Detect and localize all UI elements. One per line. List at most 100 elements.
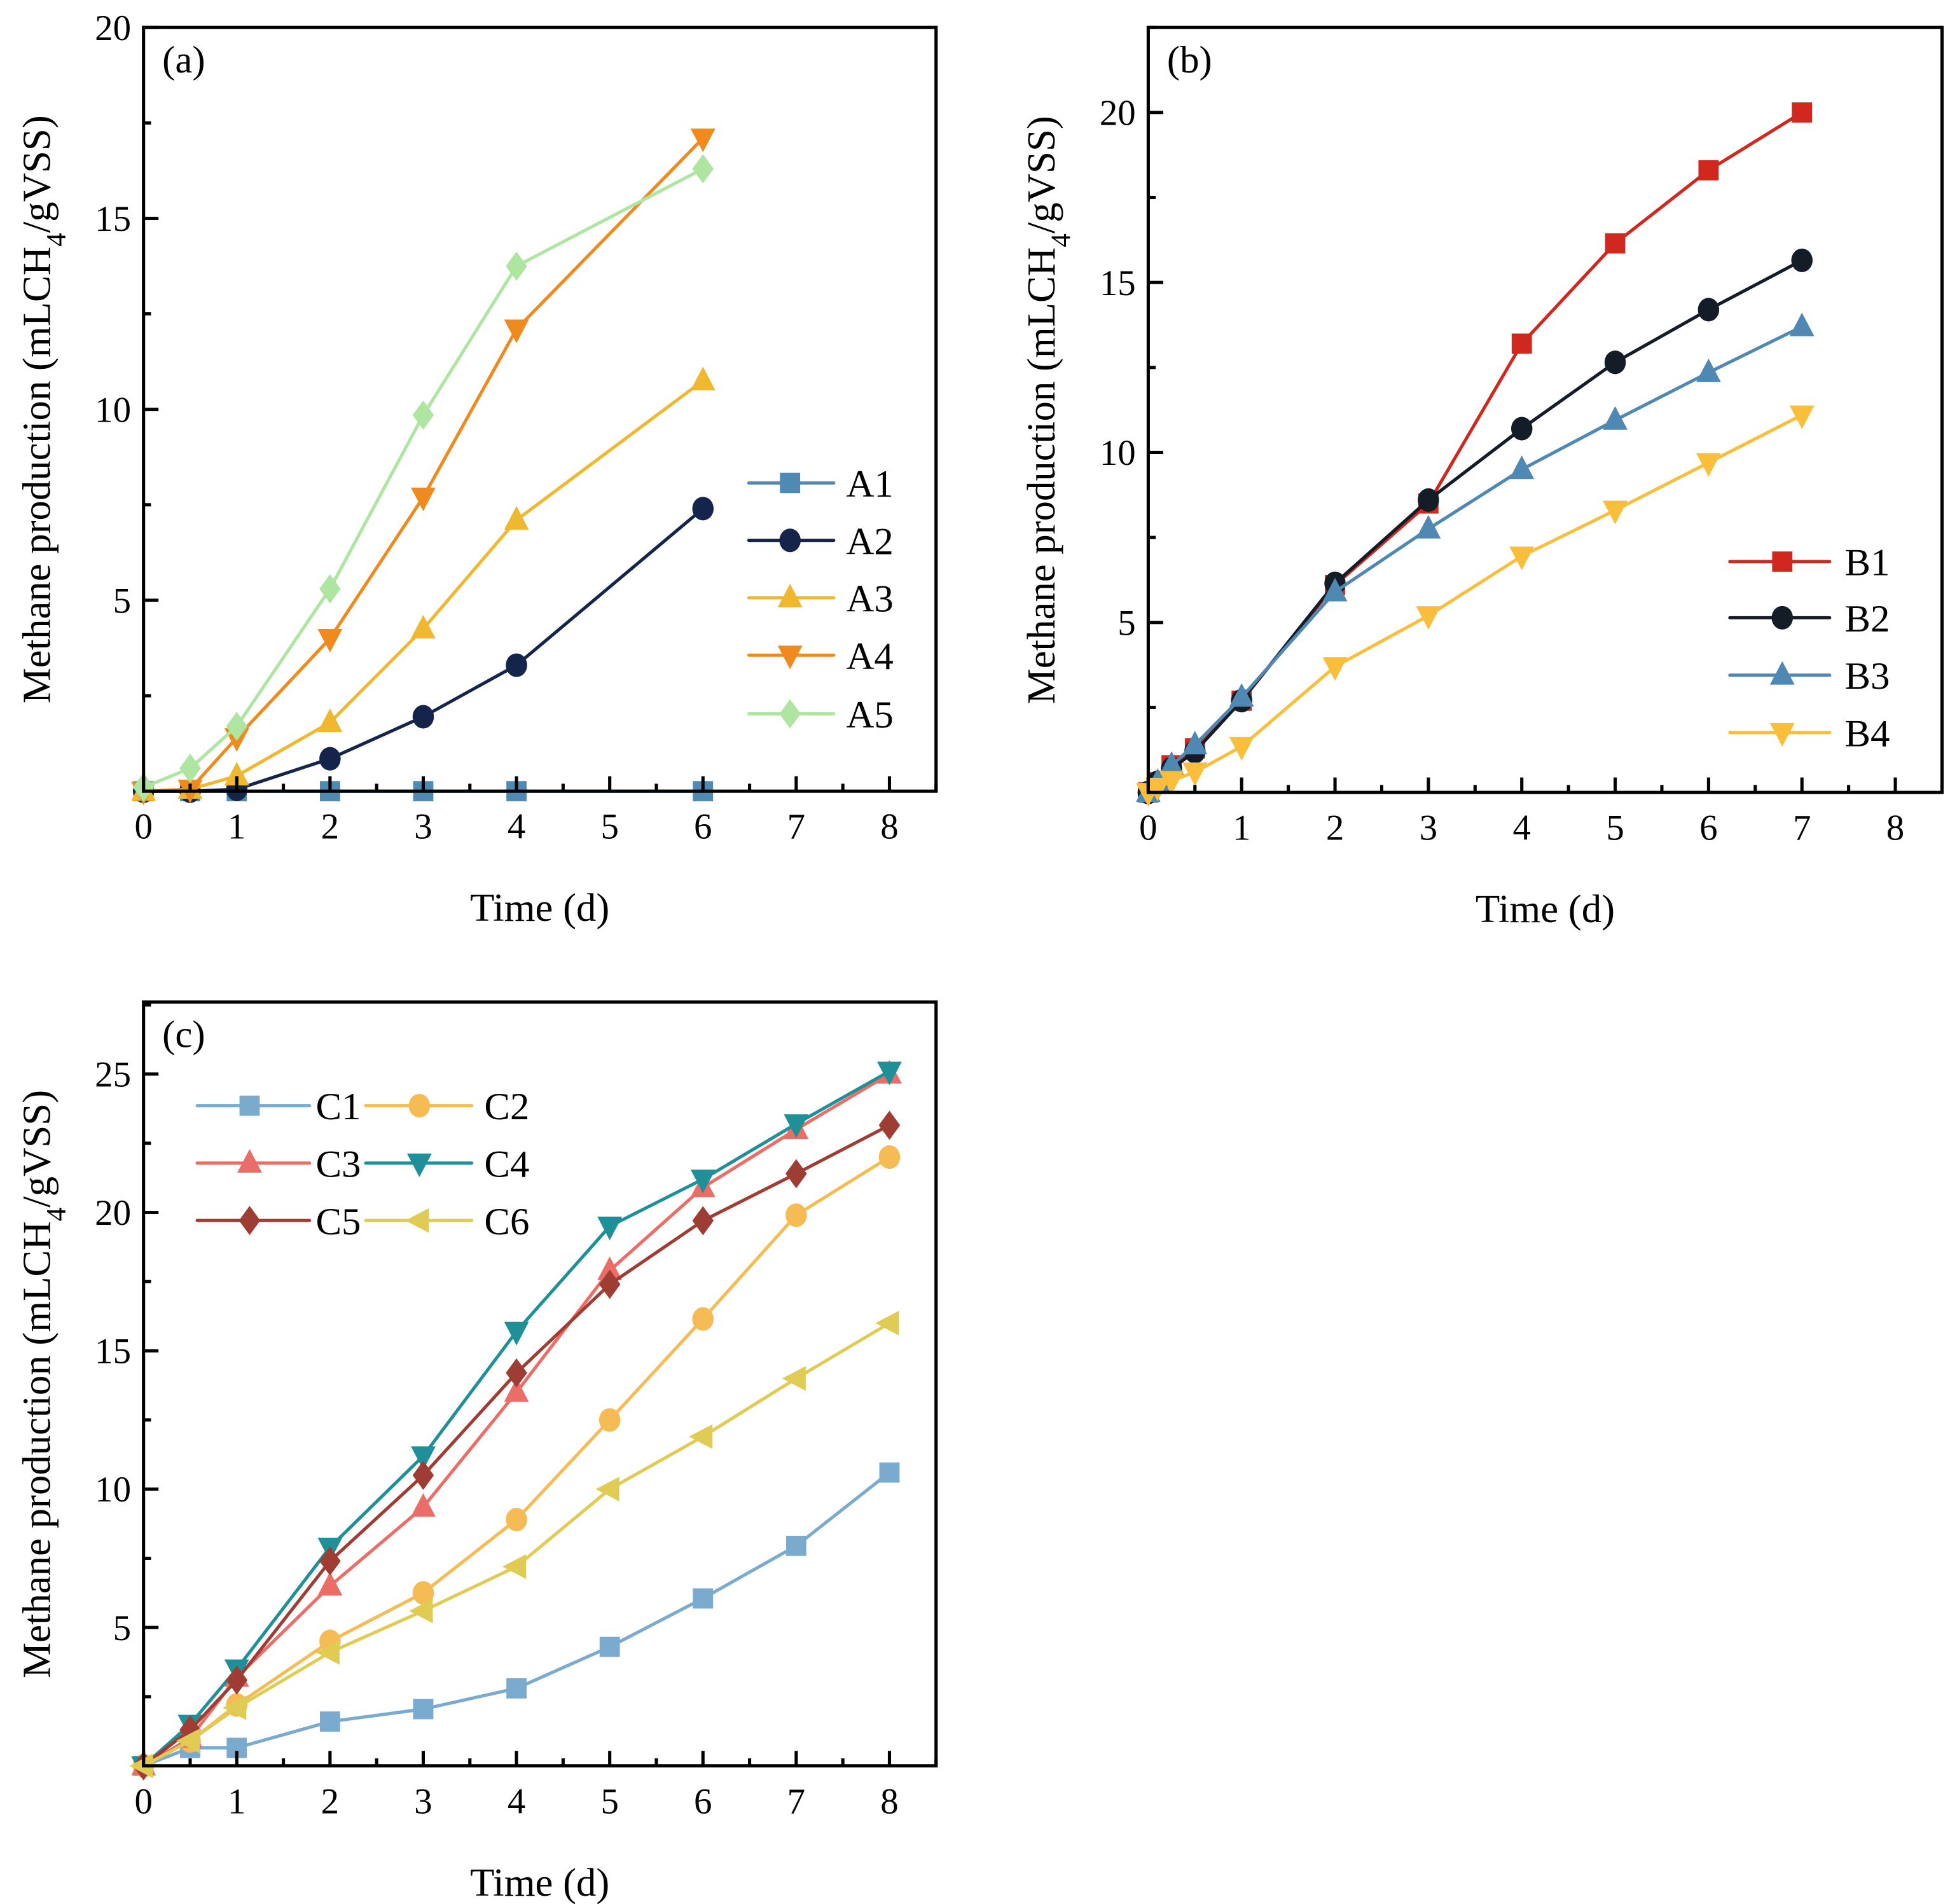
data-point-A4 (411, 487, 436, 511)
plot-frame (142, 1000, 938, 1768)
x-tick-label: 0 (134, 1781, 152, 1821)
legend-label: C6 (484, 1201, 529, 1243)
legend-marker-square-icon (780, 473, 801, 493)
y-axis-title-part: /gVSS) (14, 115, 59, 233)
data-point-C1 (506, 1678, 527, 1699)
legend-marker-triangle-up-icon (777, 583, 803, 607)
data-point-C4 (411, 1446, 436, 1470)
x-tick-label: 5 (600, 1781, 618, 1821)
legend-marker-triangle-up-icon (237, 1149, 262, 1173)
data-point-C6 (595, 1477, 619, 1502)
series-C6 (129, 1311, 899, 1779)
legend-marker-triangle-left-icon (405, 1208, 429, 1233)
data-point-A3 (690, 366, 716, 390)
data-point-C2 (506, 1507, 527, 1532)
x-tick-label: 1 (228, 807, 245, 847)
data-point-C2 (598, 1408, 621, 1432)
y-axis-title-part: Methane production (mLCH (14, 1221, 59, 1678)
y-tick-label: 10 (95, 390, 131, 430)
legend-marker-diamond-icon (779, 699, 801, 729)
x-tick-label: 4 (508, 807, 525, 847)
data-point-C5 (319, 1546, 341, 1576)
legend: B1 B2 B3 B4 (1728, 542, 1890, 755)
series-line-B3 (1147, 325, 1803, 794)
series-line-B2 (1147, 259, 1803, 794)
legend-marker-triangle-down-icon (406, 1153, 432, 1178)
legend-label: A5 (846, 694, 893, 736)
legend-item-A4: A4 (747, 635, 894, 678)
series-C4 (131, 1061, 902, 1780)
legend: A1 A2 A3 A4 A5 (747, 463, 894, 736)
data-point-C2 (412, 1581, 434, 1605)
x-tick-label: 7 (787, 807, 805, 847)
data-point-C1 (693, 1588, 714, 1609)
data-point-C3 (317, 1571, 343, 1596)
data-point-A3 (504, 506, 529, 530)
y-tick-label: 20 (95, 1193, 131, 1233)
legend-marker-circle-icon (408, 1094, 431, 1118)
legend-label: B4 (1844, 713, 1890, 755)
legend-item-A3: A3 (747, 578, 894, 621)
data-point-C3 (597, 1256, 623, 1280)
data-point-C6 (223, 1695, 247, 1720)
series-C5 (132, 1110, 901, 1781)
data-point-A3 (317, 708, 343, 733)
x-tick-label: 2 (321, 807, 339, 847)
series-line-C5 (142, 1124, 890, 1767)
data-point-A2 (692, 497, 714, 521)
y-axis-title-part: /gVSS) (1019, 116, 1063, 233)
x-tick-label: 5 (600, 807, 618, 847)
y-axis-title-part: /gVSS) (14, 1090, 59, 1208)
x-axis-title: Time (d) (470, 885, 609, 930)
series-line-A5 (142, 167, 704, 789)
y-tick-label: 5 (1117, 603, 1135, 643)
y-axis-title-subscript: 4 (41, 233, 71, 247)
legend-label: C1 (315, 1086, 361, 1128)
x-tick-label: 0 (134, 807, 152, 847)
plot-frame (1146, 25, 1944, 794)
data-point-C2 (692, 1307, 714, 1331)
data-point-B2 (1791, 248, 1813, 272)
series-line-C6 (142, 1321, 890, 1768)
y-tick-label: 10 (95, 1470, 131, 1510)
legend-label: B2 (1844, 598, 1890, 640)
data-point-C6 (502, 1554, 527, 1579)
data-point-C6 (176, 1728, 200, 1754)
data-point-C5 (506, 1358, 527, 1388)
legend-item-A1: A1 (747, 463, 894, 506)
legend-label: C2 (484, 1086, 529, 1128)
series-line-C3 (142, 1072, 890, 1767)
legend-item-B1: B1 (1728, 542, 1890, 584)
data-point-C4 (504, 1321, 529, 1346)
y-tick-label: 15 (1100, 263, 1136, 303)
data-point-C1 (879, 1462, 900, 1483)
data-point-C3 (504, 1378, 529, 1402)
legend-label: C4 (484, 1143, 529, 1186)
series-A4 (131, 128, 716, 806)
series-B4 (1135, 405, 1815, 807)
data-point-C2 (785, 1203, 807, 1227)
legend-label: A2 (846, 520, 893, 563)
data-point-B4 (1322, 657, 1348, 681)
panel-label: (c) (162, 1013, 205, 1056)
series-B3 (1135, 312, 1815, 803)
x-tick-label: 2 (321, 1781, 339, 1821)
data-point-B3 (1696, 358, 1721, 382)
data-point-C5 (692, 1206, 714, 1236)
legend-marker-square-icon (239, 1095, 260, 1116)
data-point-B2 (1604, 350, 1626, 375)
data-point-C1 (413, 1699, 434, 1720)
legend-marker-triangle-down-icon (1769, 722, 1795, 747)
y-axis-title-subscript: 4 (41, 1208, 71, 1222)
data-point-A2 (506, 653, 527, 677)
y-tick-label: 15 (95, 199, 131, 239)
x-tick-label: 8 (880, 1781, 898, 1821)
data-point-C4 (784, 1114, 809, 1138)
x-tick-label: 3 (1420, 808, 1437, 848)
x-tick-label: 2 (1326, 808, 1344, 848)
data-point-A4 (504, 319, 529, 343)
data-point-B3 (1229, 683, 1254, 707)
series-line-B4 (1147, 413, 1803, 794)
y-axis-title: Methane production (mLCH4/gVSS) (14, 115, 71, 703)
data-point-C6 (409, 1598, 433, 1624)
